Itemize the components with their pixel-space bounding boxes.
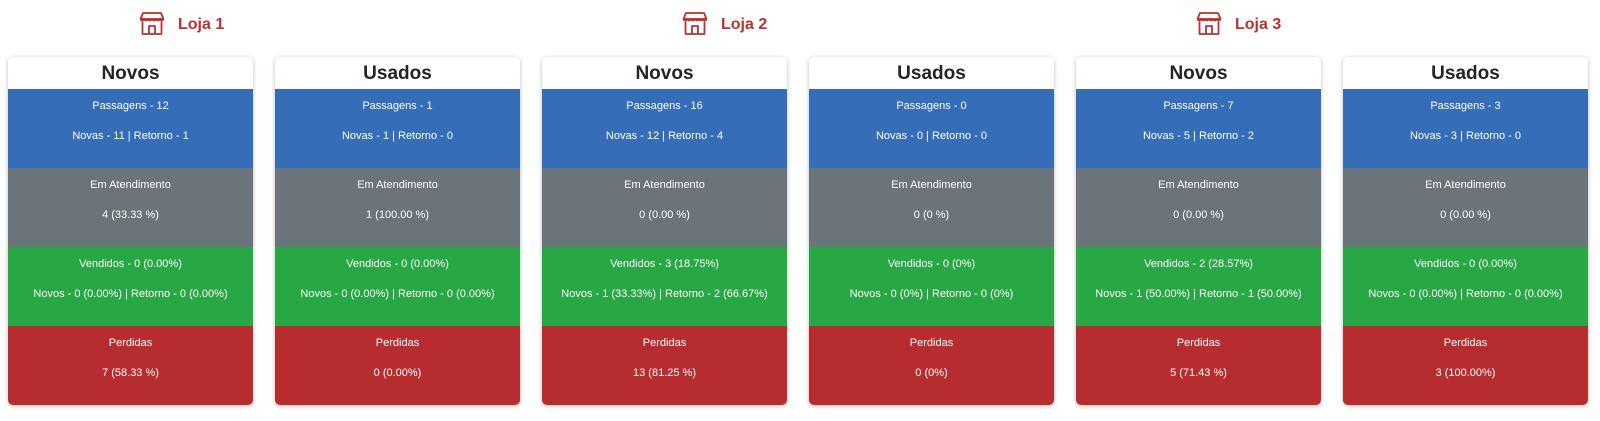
passagens-detail: Novas - 5 | Retorno - 2 xyxy=(1142,130,1255,142)
card-loja-1-usados: Usados Passagens - 1 Novas - 1 | Retorno… xyxy=(275,57,520,405)
passagens-section: Passagens - 0 Novas - 0 | Retorno - 0 xyxy=(809,89,1054,168)
perdidas-value: 5 (71.43 %) xyxy=(1170,367,1227,379)
atendimento-label: Em Atendimento xyxy=(90,179,171,191)
perdidas-label: Perdidas xyxy=(1176,337,1221,349)
perdidas-section: Perdidas 13 (81.25 %) xyxy=(542,326,787,405)
atendimento-section: Em Atendimento 4 (33.33 %) xyxy=(8,168,253,247)
perdidas-section: Perdidas 5 (71.43 %) xyxy=(1076,326,1321,405)
perdidas-label: Perdidas xyxy=(642,337,687,349)
card-loja-3-usados: Usados Passagens - 3 Novas - 3 | Retorno… xyxy=(1343,57,1588,405)
perdidas-section: Perdidas 0 (0.00%) xyxy=(275,326,520,405)
atendimento-section: Em Atendimento 0 (0 %) xyxy=(809,168,1054,247)
passagens-section: Passagens - 1 Novas - 1 | Retorno - 0 xyxy=(275,89,520,168)
vendidos-detail: Novos - 0 (0.00%) | Retorno - 0 (0.00%) xyxy=(1368,288,1563,300)
perdidas-label: Perdidas xyxy=(909,337,954,349)
atendimento-value: 0 (0.00 %) xyxy=(1440,209,1491,221)
passagens-detail: Novas - 3 | Retorno - 0 xyxy=(1409,130,1522,142)
passagens-detail: Novas - 0 | Retorno - 0 xyxy=(875,130,988,142)
store-icon xyxy=(681,9,709,42)
card-title: Novos xyxy=(8,57,253,89)
card-title: Novos xyxy=(542,57,787,89)
perdidas-section: Perdidas 7 (58.33 %) xyxy=(8,326,253,405)
atendimento-label: Em Atendimento xyxy=(1425,179,1506,191)
vendidos-section: Vendidos - 0 (0%) Novos - 0 (0%) | Retor… xyxy=(809,247,1054,326)
vendidos-section: Vendidos - 3 (18.75%) Novos - 1 (33.33%)… xyxy=(542,247,787,326)
passagens-detail: Novas - 11 | Retorno - 1 xyxy=(72,130,189,142)
card-title: Usados xyxy=(1343,57,1588,89)
passagens-total: Passagens - 0 xyxy=(896,100,967,112)
passagens-section: Passagens - 12 Novas - 11 | Retorno - 1 xyxy=(8,89,253,168)
vendidos-total: Vendidos - 0 (0.00%) xyxy=(1414,258,1517,270)
passagens-total: Passagens - 1 xyxy=(362,100,433,112)
perdidas-value: 3 (100.00%) xyxy=(1435,367,1496,379)
atendimento-value: 0 (0.00 %) xyxy=(1173,209,1224,221)
vendidos-total: Vendidos - 0 (0.00%) xyxy=(79,258,182,270)
atendimento-label: Em Atendimento xyxy=(891,179,972,191)
vendidos-section: Vendidos - 0 (0.00%) Novos - 0 (0.00%) |… xyxy=(1343,247,1588,326)
passagens-section: Passagens - 16 Novas - 12 | Retorno - 4 xyxy=(542,89,787,168)
store-name: Loja 1 xyxy=(178,16,225,33)
passagens-section: Passagens - 3 Novas - 3 | Retorno - 0 xyxy=(1343,89,1588,168)
perdidas-section: Perdidas 0 (0%) xyxy=(809,326,1054,405)
perdidas-label: Perdidas xyxy=(108,337,153,349)
perdidas-value: 13 (81.25 %) xyxy=(633,367,696,379)
vendidos-section: Vendidos - 2 (28.57%) Novos - 1 (50.00%)… xyxy=(1076,247,1321,326)
vendidos-detail: Novos - 0 (0%) | Retorno - 0 (0%) xyxy=(849,288,1014,300)
card-title: Usados xyxy=(809,57,1054,89)
card-loja-1-novos: Novos Passagens - 12 Novas - 11 | Retorn… xyxy=(8,57,253,405)
atendimento-section: Em Atendimento 0 (0.00 %) xyxy=(1076,168,1321,247)
vendidos-detail: Novos - 0 (0.00%) | Retorno - 0 (0.00%) xyxy=(300,288,495,300)
atendimento-section: Em Atendimento 0 (0.00 %) xyxy=(542,168,787,247)
perdidas-value: 0 (0.00%) xyxy=(373,367,422,379)
atendimento-section: Em Atendimento 1 (100.00 %) xyxy=(275,168,520,247)
passagens-total: Passagens - 12 xyxy=(92,100,169,112)
card-title: Novos xyxy=(1076,57,1321,89)
atendimento-value: 4 (33.33 %) xyxy=(102,209,159,221)
atendimento-label: Em Atendimento xyxy=(624,179,705,191)
card-loja-2-novos: Novos Passagens - 16 Novas - 12 | Retorn… xyxy=(542,57,787,405)
perdidas-label: Perdidas xyxy=(375,337,420,349)
atendimento-value: 0 (0.00 %) xyxy=(639,209,690,221)
atendimento-label: Em Atendimento xyxy=(1158,179,1239,191)
passagens-total: Passagens - 7 xyxy=(1163,100,1234,112)
card-loja-3-novos: Novos Passagens - 7 Novas - 5 | Retorno … xyxy=(1076,57,1321,405)
store-name: Loja 2 xyxy=(721,16,768,33)
vendidos-detail: Novos - 1 (33.33%) | Retorno - 2 (66.67%… xyxy=(561,288,768,300)
store-name: Loja 3 xyxy=(1235,16,1282,33)
atendimento-value: 0 (0 %) xyxy=(913,209,950,221)
perdidas-value: 7 (58.33 %) xyxy=(102,367,159,379)
vendidos-total: Vendidos - 0 (0.00%) xyxy=(346,258,449,270)
perdidas-label: Perdidas xyxy=(1443,337,1488,349)
passagens-total: Passagens - 3 xyxy=(1430,100,1501,112)
card-title: Usados xyxy=(275,57,520,89)
passagens-detail: Novas - 1 | Retorno - 0 xyxy=(341,130,454,142)
store-icon xyxy=(138,9,166,42)
store-icon xyxy=(1195,9,1223,42)
passagens-section: Passagens - 7 Novas - 5 | Retorno - 2 xyxy=(1076,89,1321,168)
store-header-loja-3: Loja 3 xyxy=(1195,10,1281,40)
vendidos-section: Vendidos - 0 (0.00%) Novos - 0 (0.00%) |… xyxy=(8,247,253,326)
vendidos-detail: Novos - 1 (50.00%) | Retorno - 1 (50.00%… xyxy=(1095,288,1302,300)
vendidos-total: Vendidos - 2 (28.57%) xyxy=(1144,258,1253,270)
vendidos-total: Vendidos - 0 (0%) xyxy=(887,258,976,270)
vendidos-total: Vendidos - 3 (18.75%) xyxy=(610,258,719,270)
perdidas-value: 0 (0%) xyxy=(915,367,948,379)
card-loja-2-usados: Usados Passagens - 0 Novas - 0 | Retorno… xyxy=(809,57,1054,405)
store-header-loja-1: Loja 1 xyxy=(138,10,224,40)
passagens-detail: Novas - 12 | Retorno - 4 xyxy=(605,130,724,142)
vendidos-section: Vendidos - 0 (0.00%) Novos - 0 (0.00%) |… xyxy=(275,247,520,326)
perdidas-section: Perdidas 3 (100.00%) xyxy=(1343,326,1588,405)
atendimento-value: 1 (100.00 %) xyxy=(366,209,429,221)
vendidos-detail: Novos - 0 (0.00%) | Retorno - 0 (0.00%) xyxy=(33,288,228,300)
atendimento-label: Em Atendimento xyxy=(357,179,438,191)
store-header-loja-2: Loja 2 xyxy=(681,10,767,40)
passagens-total: Passagens - 16 xyxy=(626,100,703,112)
atendimento-section: Em Atendimento 0 (0.00 %) xyxy=(1343,168,1588,247)
